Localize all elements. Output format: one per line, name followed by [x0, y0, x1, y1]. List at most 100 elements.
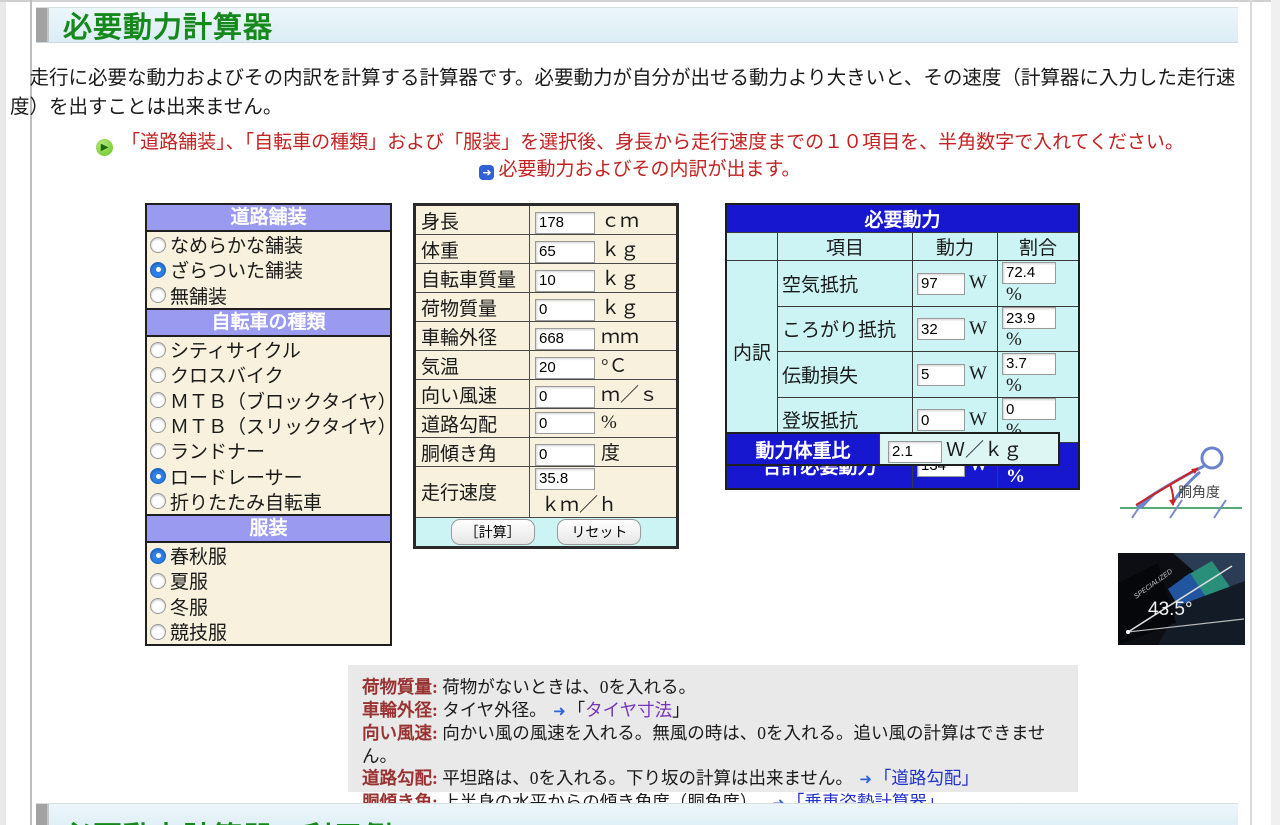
radio-icon[interactable] [150, 366, 166, 383]
radio-clothes-racing[interactable]: 競技服 [147, 619, 390, 644]
radio-icon[interactable] [150, 493, 166, 510]
photo-angle-text: 43.5° [1148, 599, 1193, 620]
drivetrain-ratio-output[interactable] [1002, 352, 1056, 375]
arrow-badge-icon: ➜ [479, 165, 495, 180]
radio-clothes-summer[interactable]: 夏服 [147, 568, 390, 593]
result-row-air-resistance: 内訳 空気抵抗 W % [725, 260, 1080, 443]
page-left-edge [0, 0, 6, 825]
torso-angle-text: 胴角度 [1178, 485, 1220, 501]
air-power-output[interactable] [917, 272, 965, 295]
headwind-input[interactable] [535, 385, 595, 408]
radio-icon[interactable] [150, 468, 166, 485]
instruction-text-2: 必要動力およびその内訳が出ます。 [498, 159, 801, 180]
road-surface-header: 道路舗装 [147, 205, 390, 232]
note-gradient: 道路勾配: 平坦路は、0を入れる。下り坂の計算は出来ません。 ➜ 「道路勾配」 [362, 768, 979, 788]
arrow-icon: ➜ [859, 770, 872, 788]
radio-clothes-spring-autumn[interactable]: 春秋服 [147, 543, 390, 568]
result-row-drivetrain-loss: 伝動損失 W % [726, 351, 1080, 398]
rolling-power-output[interactable] [917, 318, 965, 340]
instruction-line-2: ➜ 必要動力およびその内訳が出ます。 [0, 156, 1280, 183]
form-row-luggage-mass: 荷物質量 ｋｇ [414, 292, 678, 322]
air-ratio-output[interactable] [1002, 261, 1056, 284]
page-description: 走行に必要な動力およびその内訳を計算する計算器です。必要動力が自分が出せる動力よ… [10, 68, 1236, 118]
instruction-line-1: ▶ 「道路舗装」、「自転車の種類」および「服装」を選択後、身長から走行速度までの１… [0, 129, 1280, 156]
form-row-wheel-diameter: 車輪外径 ｍｍ [414, 321, 678, 351]
bike-mass-input[interactable] [535, 269, 595, 292]
page-title: 必要動力計算器 [63, 12, 274, 44]
radio-road-smooth[interactable]: なめらかな舗装 [147, 232, 390, 257]
torso-angle-input[interactable] [535, 443, 595, 466]
luggage-mass-input[interactable] [535, 298, 595, 321]
height-input[interactable] [535, 211, 595, 234]
result-column-headers: 項目 動力 割合 [725, 232, 1080, 261]
next-section-title: 必要動力計算器の利用例 [63, 804, 393, 825]
radio-bike-road-racer[interactable]: ロードレーサー [147, 463, 390, 489]
form-row-headwind: 向い風速 ｍ／ｓ [414, 379, 678, 409]
form-row-weight: 体重 ｋｇ [414, 234, 678, 264]
arrow-icon: ➜ [553, 701, 566, 720]
title-accent-block [36, 8, 49, 42]
col-item: 項目 [777, 232, 913, 261]
radio-icon[interactable] [150, 261, 166, 278]
col-power: 動力 [912, 232, 998, 261]
bike-type-header: 自転車の種類 [147, 307, 390, 337]
radio-bike-mtb-slick[interactable]: ＭＴＢ（スリックタイヤ） [147, 413, 397, 438]
speed-input[interactable] [535, 467, 595, 490]
radio-icon[interactable] [150, 572, 166, 589]
page-top-rule [0, 0, 1280, 2]
result-row-rolling-resistance: ころがり抵抗 W % [726, 305, 1080, 352]
page-right-edge [1271, 0, 1280, 825]
selector-panel: 道路舗装 なめらかな舗装 ざらついた舗装 無舗装 自転車の種類 シティサイクル … [145, 203, 397, 647]
form-row-height: 身長 ｃｍ [414, 204, 678, 235]
climbing-ratio-output[interactable] [1002, 398, 1056, 420]
radio-icon[interactable] [150, 417, 166, 434]
next-section-title-bar: 必要動力計算器の利用例 [36, 803, 1238, 825]
power-weight-label: 動力体重比 [725, 432, 880, 466]
reset-button[interactable]: リセット [557, 518, 642, 545]
instruction-text-1: 「道路舗装」、「自転車の種類」および「服装」を選択後、身長から走行速度までの１０… [121, 132, 1184, 153]
play-icon: ▶ [96, 139, 114, 156]
radio-icon[interactable] [150, 547, 166, 564]
form-buttons-row: ［計算］ リセット [414, 516, 678, 548]
radio-road-unpaved[interactable]: 無舗装 [147, 283, 390, 308]
form-row-speed: 走行速度 ｋｍ／ｈ [414, 466, 678, 518]
tire-size-link[interactable]: タイヤ寸法 [585, 699, 673, 720]
road-gradient-link[interactable]: 「道路勾配」 [873, 768, 979, 788]
page-title-bar: 必要動力計算器 [36, 7, 1238, 44]
rider-angle-photo: 43.5° SPECIALIZED [1118, 553, 1245, 645]
radio-bike-cross[interactable]: クロスバイク [147, 362, 390, 387]
radio-icon[interactable] [150, 287, 166, 304]
temperature-input[interactable] [535, 356, 595, 379]
instructions: ▶ 「道路舗装」、「自転車の種類」および「服装」を選択後、身長から走行速度までの１… [0, 129, 1280, 183]
radio-icon[interactable] [150, 442, 166, 459]
radio-icon[interactable] [150, 392, 166, 409]
radio-road-rough[interactable]: ざらついた舗装 [147, 257, 390, 282]
breakdown-label: 内訳 [725, 260, 778, 443]
note-luggage: 荷物質量: 荷物がないときは、0を入れる。 [362, 677, 696, 697]
torso-angle-diagram: 胴角度 [1118, 444, 1244, 526]
form-row-temperature: 気温 °Ｃ [414, 350, 678, 380]
radio-bike-folding[interactable]: 折りたたみ自転車 [147, 489, 390, 514]
drivetrain-power-output[interactable] [917, 363, 965, 386]
form-row-gradient: 道路勾配 % [414, 408, 678, 438]
radio-bike-mtb-block[interactable]: ＭＴＢ（ブロックタイヤ） [147, 387, 397, 413]
power-weight-table: 動力体重比 Ｗ／ｋｇ [725, 432, 1060, 466]
radio-icon[interactable] [150, 598, 166, 615]
rolling-ratio-output[interactable] [1002, 307, 1056, 329]
wheel-diameter-input[interactable] [535, 327, 595, 350]
form-row-bike-mass: 自転車質量 ｋｇ [414, 263, 678, 293]
power-weight-output[interactable] [888, 440, 942, 463]
radio-icon[interactable] [150, 623, 166, 640]
body-weight-input[interactable] [535, 240, 595, 263]
radio-bike-randonneur[interactable]: ランドナー [147, 438, 390, 463]
radio-clothes-winter[interactable]: 冬服 [147, 594, 390, 619]
note-wheel-diameter: 車輪外径: タイヤ外径。 ➜ 「タイヤ寸法」 [362, 699, 690, 720]
radio-bike-city[interactable]: シティサイクル [147, 337, 390, 362]
radio-icon[interactable] [150, 236, 166, 253]
radio-icon[interactable] [150, 341, 166, 358]
climbing-power-output[interactable] [917, 409, 965, 431]
calculate-button[interactable]: ［計算］ [450, 518, 535, 545]
gradient-input[interactable] [535, 412, 595, 435]
page-right-rule [1250, 0, 1252, 825]
